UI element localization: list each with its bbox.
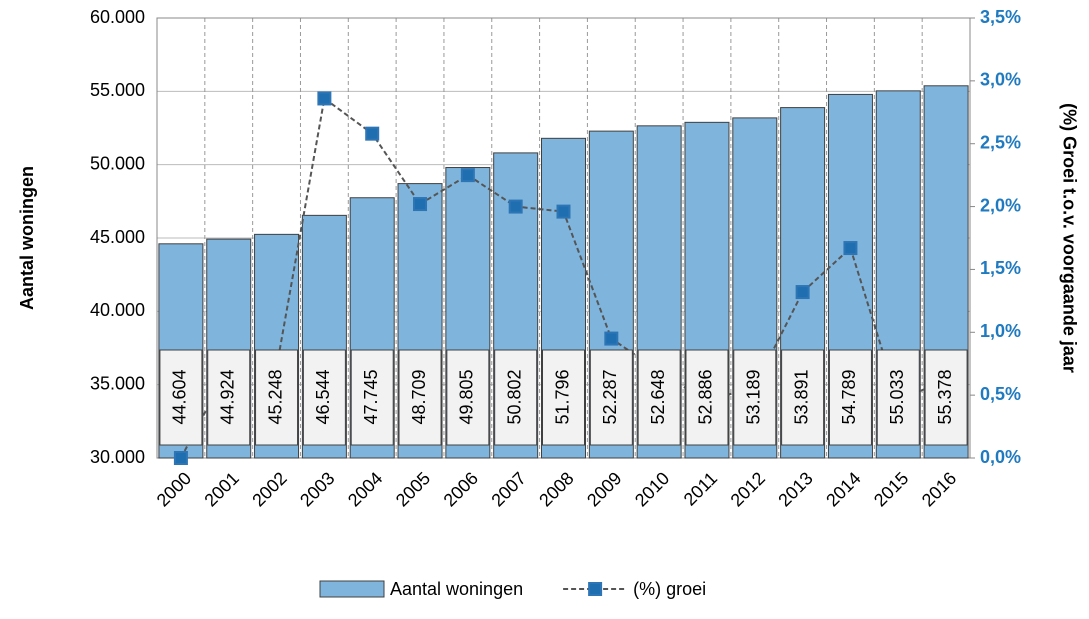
legend-marker (588, 582, 603, 596)
legend-label: Aantal woningen (390, 579, 523, 599)
data-label-box (255, 349, 299, 446)
y-tick-label: 50.000 (90, 153, 145, 173)
y2-tick-label: 3,0% (980, 70, 1021, 90)
data-label-box (542, 349, 585, 446)
y-axis-label: Aantal woningen (17, 166, 37, 310)
x-tick-label: 2003 (296, 468, 338, 510)
y2-tick-label: 1,0% (980, 321, 1021, 341)
data-label-box (637, 349, 681, 446)
data-label: 44.604 (170, 369, 190, 424)
data-label-box (159, 349, 203, 446)
x-tick-label: 2002 (248, 468, 290, 510)
x-tick-label: 2007 (487, 468, 529, 510)
growth-marker (604, 331, 619, 346)
y2-tick-label: 1,5% (980, 258, 1021, 278)
data-label-box (828, 349, 872, 446)
growth-marker (508, 199, 523, 214)
data-label-box (302, 349, 346, 446)
x-tick-label: 2008 (535, 468, 577, 510)
data-label-box (733, 349, 777, 446)
x-tick-label: 2006 (440, 468, 482, 510)
x-tick-label: 2016 (918, 468, 960, 510)
data-label: 47.745 (361, 369, 381, 424)
growth-marker (317, 91, 332, 106)
growth-marker (843, 241, 858, 256)
x-tick-label: 2015 (870, 468, 912, 510)
data-label: 49.805 (457, 369, 477, 424)
y-tick-label: 45.000 (90, 227, 145, 247)
y-tick-label: 55.000 (90, 80, 145, 100)
y-tick-label: 40.000 (90, 300, 145, 320)
x-tick-label: 2005 (392, 468, 434, 510)
growth-marker (460, 168, 475, 183)
y2-tick-label: 0,0% (980, 447, 1021, 467)
data-label: 45.248 (265, 369, 285, 424)
data-label-box (685, 349, 729, 446)
data-label: 55.378 (935, 369, 955, 424)
data-label: 46.544 (313, 369, 333, 424)
data-label: 53.189 (744, 369, 764, 424)
x-tick-label: 2000 (153, 468, 195, 510)
data-label-box (350, 349, 394, 446)
data-label: 52.287 (600, 369, 620, 424)
data-label-box (207, 349, 251, 446)
y2-axis-label: (%) Groei t.o.v. voorgaande jaar (1059, 103, 1079, 373)
data-label: 44.924 (217, 369, 237, 424)
legend-label: (%) groei (633, 579, 706, 599)
legend-swatch (319, 580, 385, 598)
growth-marker (173, 451, 188, 465)
x-tick-label: 2012 (727, 468, 769, 510)
data-label: 52.886 (696, 369, 716, 424)
growth-marker (556, 204, 571, 219)
y-tick-label: 60.000 (90, 7, 145, 27)
x-tick-label: 2004 (344, 468, 386, 510)
growth-marker (365, 126, 380, 141)
y-tick-label: 35.000 (90, 373, 145, 393)
x-tick-label: 2010 (631, 468, 673, 510)
data-label: 52.648 (648, 369, 668, 424)
x-tick-label: 2001 (200, 468, 242, 510)
x-tick-label: 2009 (583, 468, 625, 510)
growth-marker (413, 197, 428, 212)
data-label: 55.033 (887, 369, 907, 424)
data-label: 53.891 (791, 369, 811, 424)
data-label: 51.796 (552, 369, 572, 424)
data-label-box (781, 349, 825, 446)
data-label-box (446, 349, 490, 446)
data-label-box (876, 349, 920, 446)
data-label-box (589, 349, 633, 446)
x-tick-label: 2014 (822, 468, 864, 510)
data-label-box (494, 349, 538, 446)
x-tick-label: 2011 (680, 468, 722, 510)
y2-tick-label: 3,5% (980, 7, 1021, 27)
y2-tick-label: 0,5% (980, 384, 1021, 404)
y2-tick-label: 2,5% (980, 132, 1021, 152)
data-label-box (924, 349, 968, 446)
x-tick-label: 2013 (774, 468, 816, 510)
data-label-box (398, 349, 442, 446)
data-label: 50.802 (504, 369, 524, 424)
data-label: 54.789 (839, 369, 859, 424)
growth-marker (795, 285, 810, 300)
data-label: 48.709 (409, 369, 429, 424)
y-tick-label: 30.000 (90, 447, 145, 467)
y2-tick-label: 2,0% (980, 195, 1021, 215)
